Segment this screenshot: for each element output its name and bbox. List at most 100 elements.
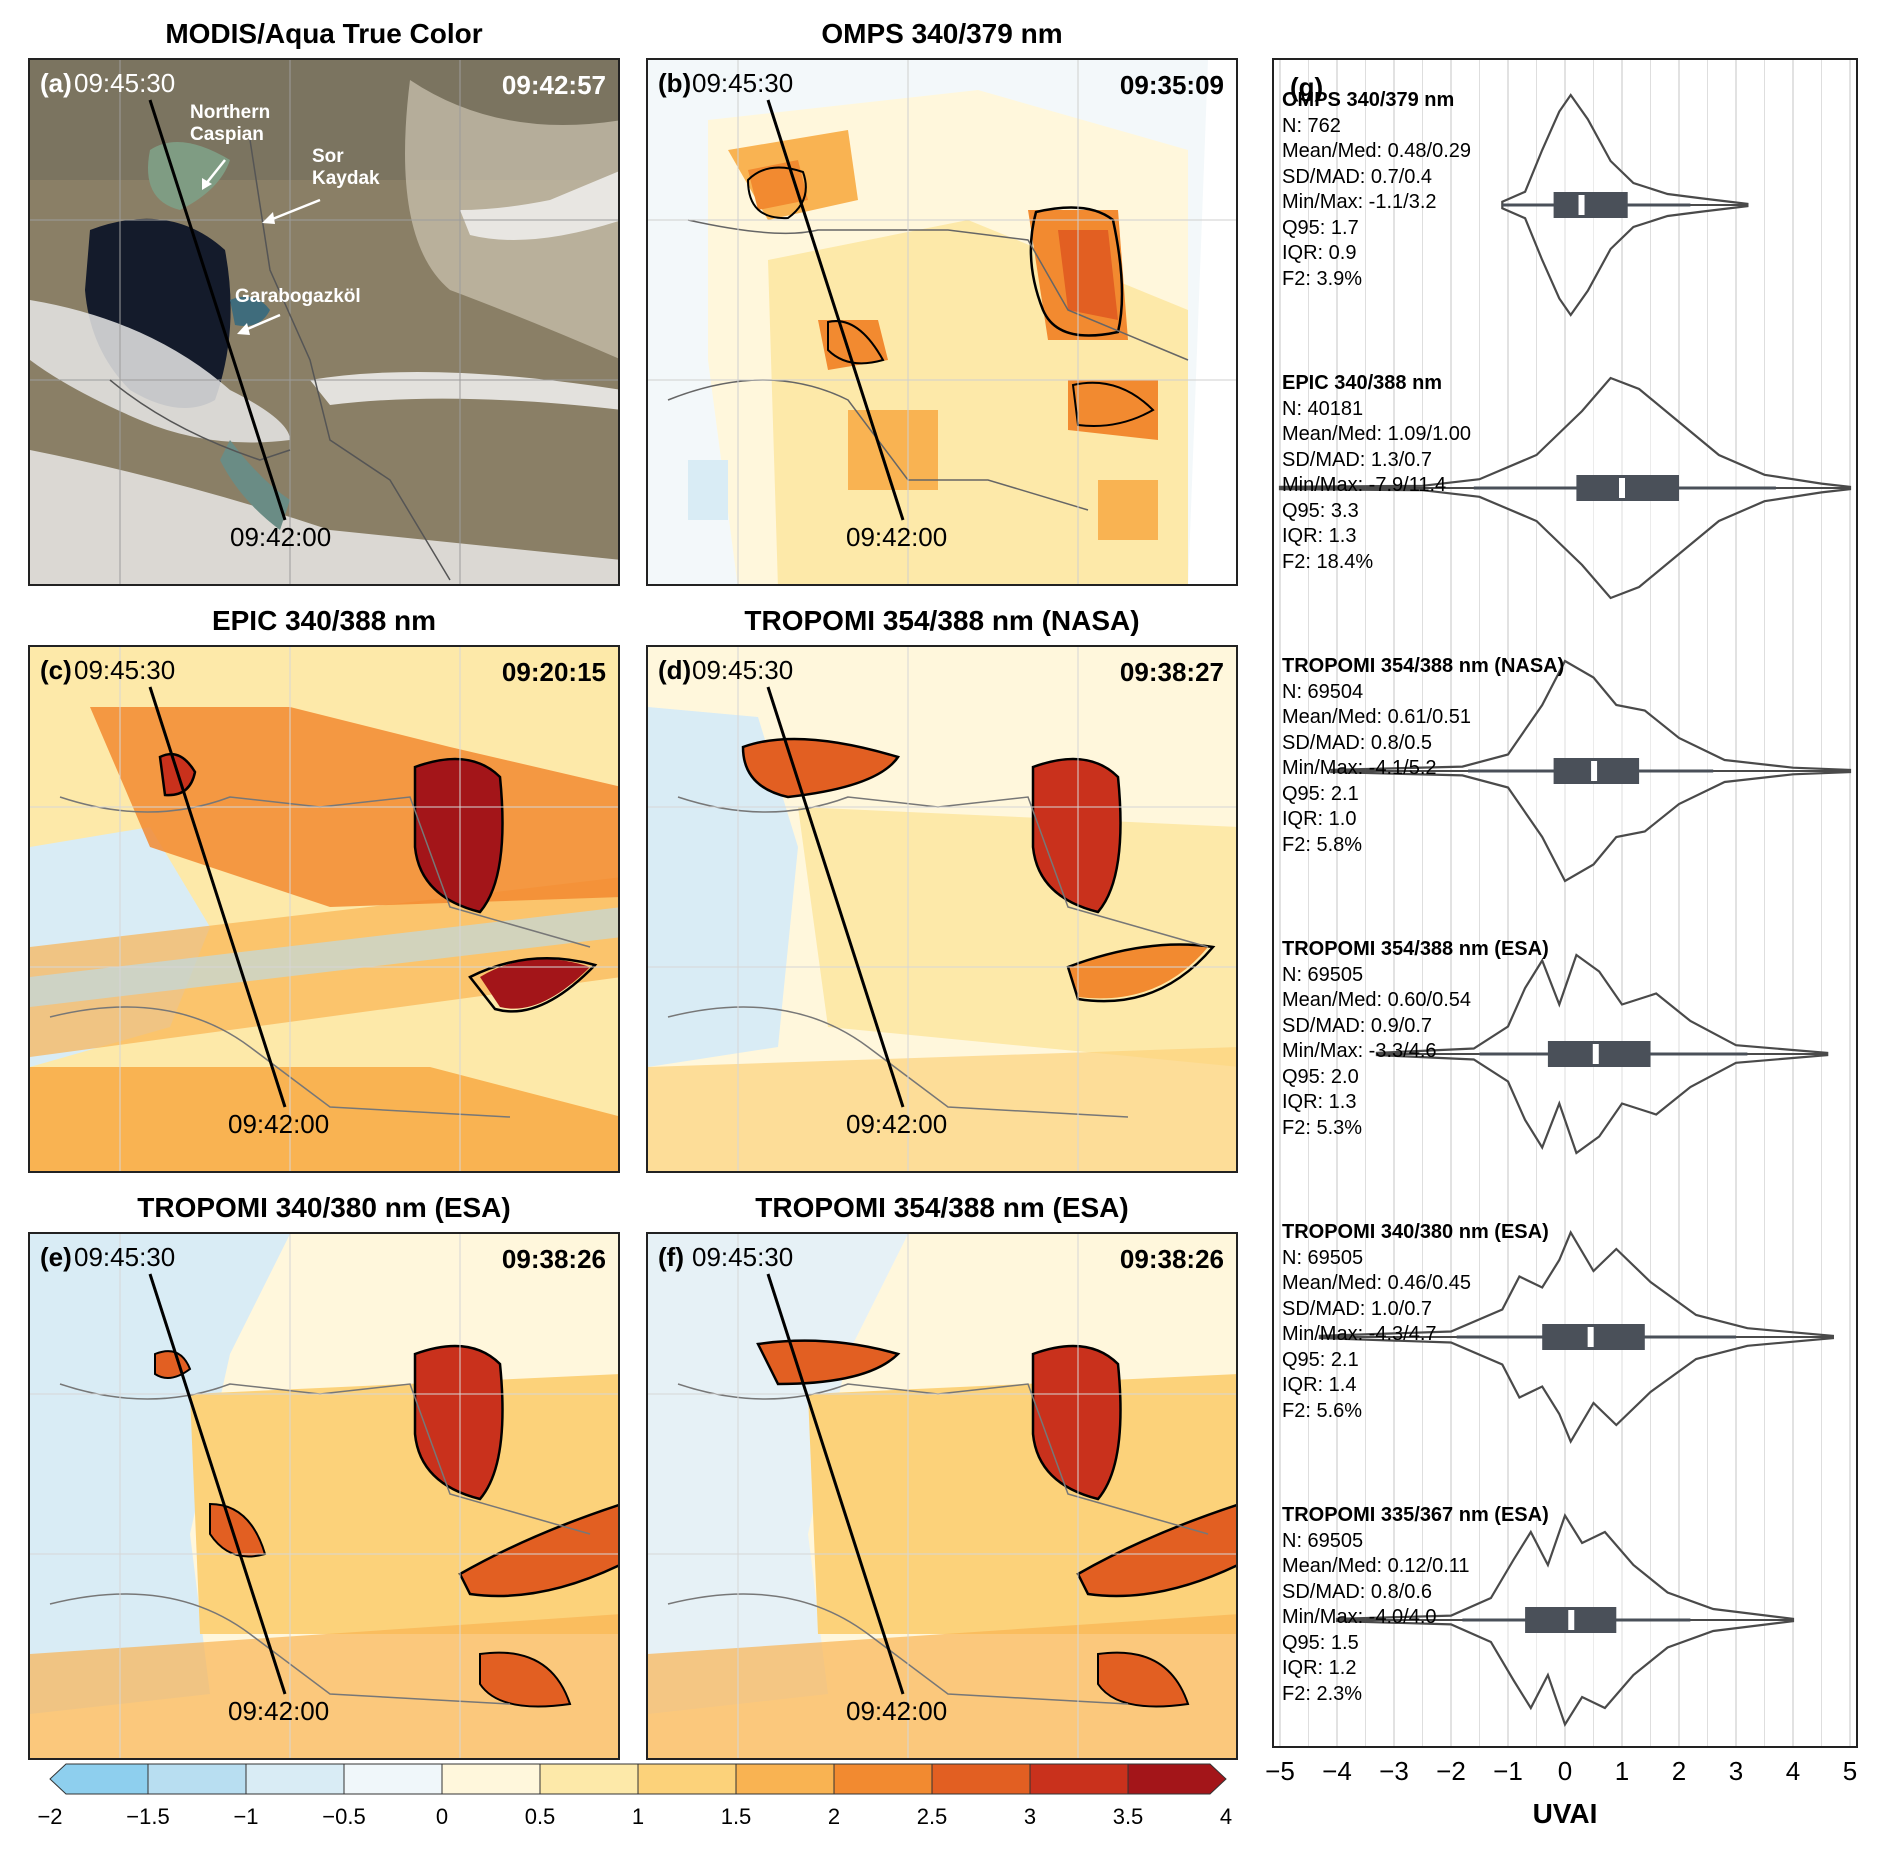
violin-median — [1619, 478, 1625, 498]
panel-e-time: 09:38:26 — [501, 1244, 606, 1274]
panel-e-title: TROPOMI 340/380 nm (ESA) — [137, 1192, 511, 1223]
colorbar-tick-label: 2 — [827, 1804, 841, 1829]
violin-plot — [1278, 60, 1852, 1746]
colorbar-tick-label: 4 — [1219, 1804, 1233, 1829]
violin-stat-line: Q95: 2.1 — [1282, 1348, 1359, 1371]
violin-series-name: TROPOMI 335/367 nm (ESA) — [1282, 1504, 1549, 1526]
colorbar-tick-label: 3 — [1023, 1804, 1037, 1829]
x-tick-label: −1 — [1493, 1756, 1523, 1786]
colorbar-segment — [833, 1763, 933, 1795]
violin-stat-line: N: 69505 — [1282, 963, 1364, 986]
violin-stat-line: F2: 5.8% — [1282, 833, 1363, 856]
panel-e-track-end: 09:42:00 — [228, 1696, 330, 1726]
violin-stat-line: Min/Max: -4.0/4.0 — [1282, 1606, 1437, 1628]
violin-stat-line: Q95: 1.5 — [1282, 1631, 1359, 1654]
panel-d-title: TROPOMI 354/388 nm (NASA) — [744, 605, 1140, 636]
x-tick-label: 5 — [1842, 1756, 1858, 1786]
x-tick-label: 3 — [1728, 1756, 1744, 1786]
violin-stats: TROPOMI 354/388 nm (ESA) N: 69505 Mean/Med… — [1282, 937, 1549, 1141]
colorbar-tick-label: −2 — [37, 1804, 63, 1829]
violin-stat-line: IQR: 1.3 — [1282, 1091, 1357, 1113]
panel-a-title: MODIS/Aqua True Color — [165, 18, 483, 49]
uvai-field — [648, 60, 1236, 584]
panel-a-map: (a) 09:42:57 09:45:30 09:42:00 Northern … — [28, 58, 620, 586]
violin-stat-line: IQR: 1.3 — [1282, 525, 1357, 547]
violin-stat-line: N: 762 — [1282, 114, 1341, 137]
violin-stat-line: N: 40181 — [1282, 397, 1364, 420]
violin-stat-line: SD/MAD: 0.8/0.5 — [1282, 731, 1433, 754]
colorbar-tick-label: −1.5 — [126, 1804, 170, 1829]
panel-f-track-start: 09:45:30 — [692, 1242, 794, 1272]
x-tick-label: 0 — [1557, 1756, 1573, 1786]
colorbar-segment — [441, 1763, 541, 1795]
colorbar-tick-label: 1 — [631, 1804, 645, 1829]
violin-stat-line: Mean/Med: 0.12/0.11 — [1282, 1555, 1470, 1577]
panel-b-label: (b) — [658, 68, 692, 98]
violin-stat-line: Q95: 3.3 — [1282, 499, 1359, 522]
colorbar-tick-label: 1.5 — [720, 1804, 752, 1829]
label-sor-kaydak: Sor Kaydak — [312, 146, 380, 189]
x-tick-label: 4 — [1785, 1756, 1801, 1786]
violin-stat-line: N: 69504 — [1282, 680, 1364, 703]
panel-d-time: 09:38:27 — [1119, 657, 1224, 687]
violin-stats: TROPOMI 335/367 nm (ESA) N: 69505 Mean/Med… — [1282, 1503, 1549, 1707]
colorbar-tick-label: 0 — [435, 1804, 449, 1829]
colorbar-segment — [539, 1763, 639, 1795]
colorbar-segment — [343, 1763, 443, 1795]
violin-stat-line: SD/MAD: 0.8/0.6 — [1282, 1580, 1433, 1603]
violin-stat-line: Q95: 1.7 — [1282, 216, 1359, 239]
panel-g-label: (g) — [1290, 72, 1324, 102]
panel-a-track-end: 09:42:00 — [230, 522, 332, 552]
panel-f-map: (f) 09:38:26 09:45:30 09:42:00 — [646, 1232, 1238, 1760]
violin-iqr-box — [1576, 475, 1679, 501]
track-line — [148, 686, 287, 1108]
violin-series-name: TROPOMI 340/380 nm (ESA) — [1282, 1221, 1549, 1243]
panel-d-map: (d) 09:38:27 09:45:30 09:42:00 — [646, 645, 1238, 1173]
panel-c-map: (c) 09:20:15 09:45:30 09:42:00 — [28, 645, 620, 1173]
violin-series-name: TROPOMI 354/388 nm (NASA) — [1282, 655, 1565, 677]
violin-stat-line: Mean/Med: 0.48/0.29 — [1282, 140, 1472, 162]
panel-c-track-end: 09:42:00 — [228, 1109, 330, 1139]
violin-series-name: OMPS 340/379 nm — [1282, 89, 1455, 111]
track-line — [148, 1273, 287, 1695]
track-line — [766, 1273, 905, 1695]
violin-stat-line: F2: 3.9% — [1282, 267, 1363, 290]
panel-d-label: (d) — [658, 655, 692, 685]
panel-c-label: (c) — [40, 655, 72, 685]
panel-d-track-start: 09:45:30 — [692, 655, 794, 685]
colorbar-segment — [49, 1763, 149, 1795]
violin-median — [1568, 1610, 1575, 1630]
label-garabogazkol: Garabogazköl — [235, 286, 361, 307]
violin-median — [1578, 195, 1585, 215]
uvai-field — [648, 1234, 1236, 1758]
violin-median — [1587, 1327, 1594, 1347]
violin-stat-line: SD/MAD: 0.9/0.7 — [1282, 1014, 1433, 1037]
violin-stat-line: IQR: 1.0 — [1282, 808, 1357, 830]
violin-median — [1591, 761, 1598, 781]
violin-stat-line: N: 69505 — [1282, 1246, 1364, 1269]
violin-stat-line: Min/Max: -7.9/11.4 — [1282, 474, 1447, 496]
x-tick-label: 1 — [1614, 1756, 1630, 1786]
violin-panel: (g) OMPS 340/379 nm N: 762 Mean/Med: 0.48/… — [1272, 58, 1858, 1748]
panel-d-track-end: 09:42:00 — [846, 1109, 948, 1139]
violin-stats: TROPOMI 354/388 nm (NASA) N: 69504 Mean/Me… — [1282, 654, 1564, 858]
violin-stat-line: Min/Max: -1.1/3.2 — [1282, 191, 1437, 213]
colorbar-segment — [931, 1763, 1031, 1795]
colorbar-segment — [245, 1763, 345, 1795]
violin-stat-line: SD/MAD: 0.7/0.4 — [1282, 165, 1433, 188]
panel-e-map: (e) 09:38:26 09:45:30 09:42:00 — [28, 1232, 620, 1760]
violin-stat-line: F2: 2.3% — [1282, 1682, 1363, 1705]
violin-stat-line: IQR: 1.4 — [1282, 1374, 1357, 1396]
true-color-image — [30, 60, 618, 584]
panel-c-time: 09:20:15 — [501, 657, 606, 687]
violin-stat-line: IQR: 1.2 — [1282, 1657, 1357, 1679]
panel-c-track-start: 09:45:30 — [74, 655, 176, 685]
colorbar-segment — [1127, 1763, 1227, 1795]
violin-stat-line: Q95: 2.1 — [1282, 782, 1359, 805]
violin-stat-line: F2: 5.6% — [1282, 1399, 1363, 1422]
violin-stat-line: Mean/Med: 0.46/0.45 — [1282, 1272, 1472, 1294]
violin-stats: OMPS 340/379 nm N: 762 Mean/Med: 0.48/0.29… — [1282, 88, 1471, 292]
panel-b-track-start: 09:45:30 — [692, 68, 794, 98]
x-axis-title: UVAI — [1532, 1798, 1598, 1829]
track-line — [148, 99, 287, 521]
